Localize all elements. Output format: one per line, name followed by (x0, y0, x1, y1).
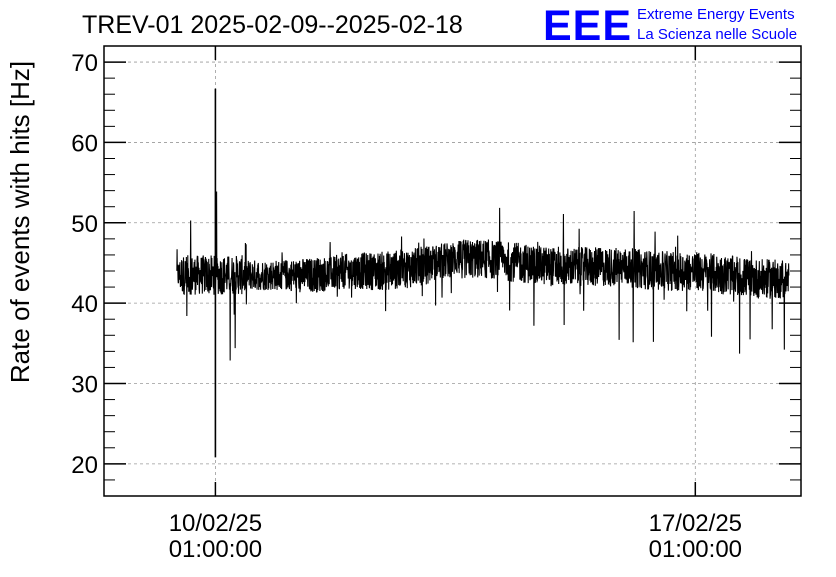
y-tick-label: 70 (71, 50, 98, 77)
eee-logo-line2: La Scienza nelle Scuole (637, 26, 797, 43)
x-tick-label-date: 10/02/25 (169, 510, 262, 537)
rate-series-line (176, 191, 790, 361)
x-tick-label-time: 01:00:00 (169, 536, 262, 563)
y-tick-label: 20 (71, 452, 98, 479)
y-tick-label: 40 (71, 291, 98, 318)
x-tick-label-time: 01:00:00 (649, 536, 742, 563)
eee-logo: EEE Extreme Energy Events La Scienza nel… (543, 2, 797, 50)
x-tick-label-date: 17/02/25 (649, 510, 742, 537)
y-tick-label: 30 (71, 372, 98, 399)
y-tick-label: 50 (71, 211, 98, 238)
axes: 20304050607010/02/2501:00:0017/02/2501:0… (71, 45, 801, 563)
chart-title: TREV-01 2025-02-09--2025-02-18 (82, 11, 463, 39)
eee-logo-line1: Extreme Energy Events (637, 6, 795, 23)
y-axis-label: Rate of events with hits [Hz] (5, 61, 35, 383)
y-tick-label: 60 (71, 130, 98, 157)
series-layer (176, 88, 790, 458)
plot-frame (103, 45, 802, 497)
eee-logo-mark: EEE (543, 2, 632, 50)
